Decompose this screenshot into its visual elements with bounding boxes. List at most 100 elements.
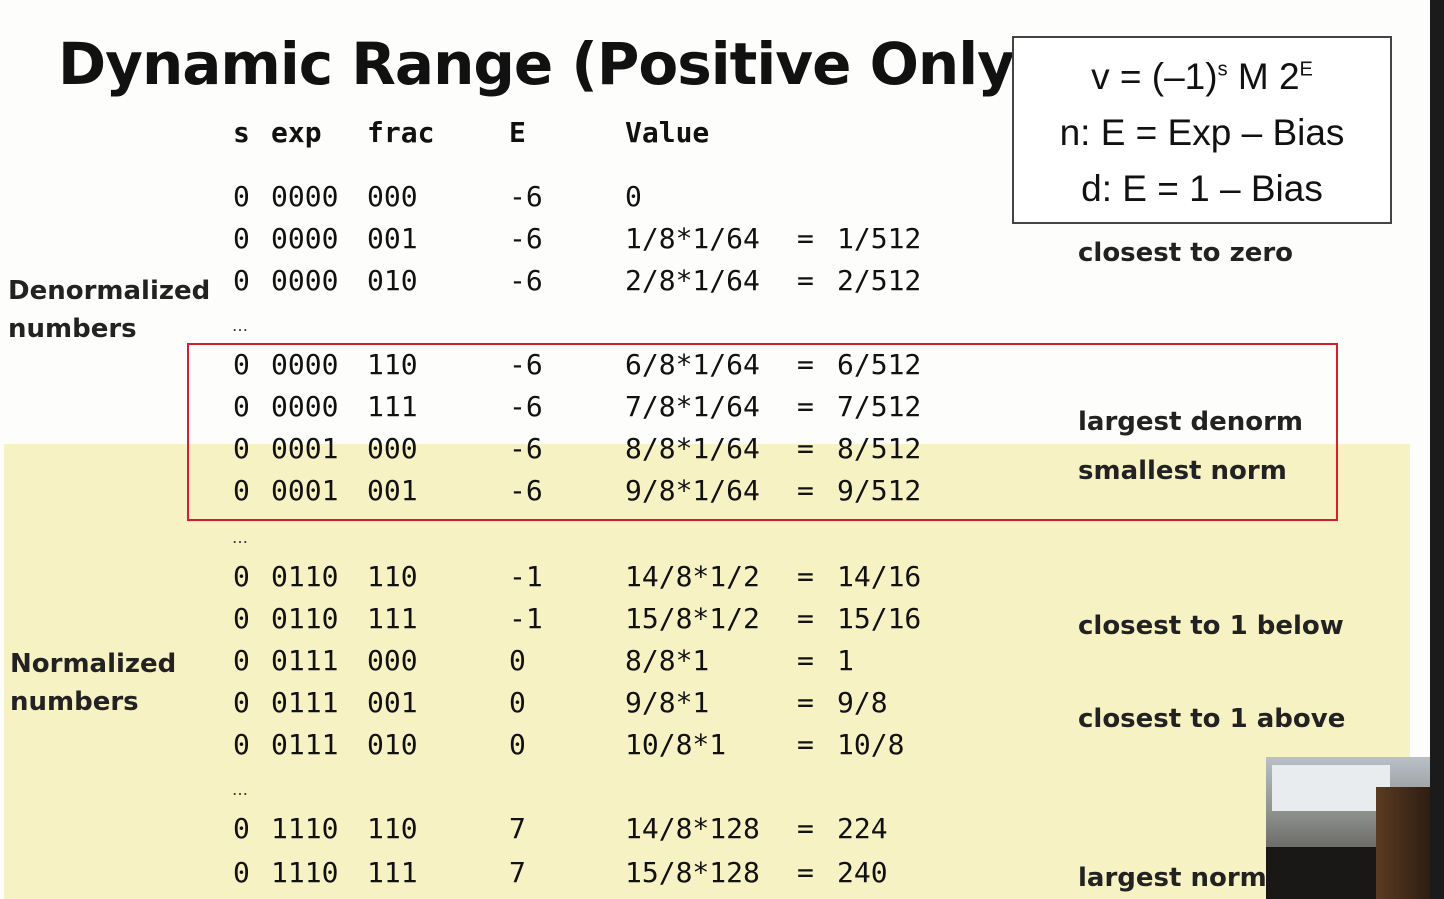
cell-E: -6 — [509, 432, 543, 465]
header-value: Value — [625, 116, 710, 149]
cell-frac: 001 — [367, 474, 418, 507]
cell-s: 0 — [233, 264, 250, 297]
cell-E: -6 — [509, 180, 543, 213]
ellipsis-2: … — [232, 528, 248, 547]
cell-s: 0 — [233, 180, 250, 213]
cell-E: -6 — [509, 222, 543, 255]
cell-exp: 0110 — [271, 560, 339, 593]
cell-frac: 010 — [367, 264, 418, 297]
cell-s: 0 — [233, 348, 250, 381]
cell-frac: 111 — [367, 856, 418, 889]
cell-eq: = — [797, 644, 814, 677]
cell-exp: 1110 — [271, 812, 339, 845]
cell-s: 0 — [233, 432, 250, 465]
denormalized-label-line2: numbers — [8, 314, 137, 344]
cell-frac: 001 — [367, 222, 418, 255]
video-floor — [1266, 847, 1376, 899]
cell-expr: 2/8*1/64 — [625, 264, 760, 297]
cell-res: 240 — [837, 856, 888, 889]
header-E: E — [509, 116, 526, 149]
cell-exp: 0000 — [271, 264, 339, 297]
cell-E: -1 — [509, 602, 543, 635]
cell-res: 7/512 — [837, 390, 922, 423]
formula-line-normalized: n: E = Exp – Bias — [1059, 112, 1345, 153]
formula-line-denormalized: d: E = 1 – Bias — [1081, 168, 1323, 209]
cell-res: 9/512 — [837, 474, 922, 507]
cell-exp: 0110 — [271, 602, 339, 635]
cell-frac: 000 — [367, 644, 418, 677]
cell-expr: 6/8*1/64 — [625, 348, 760, 381]
cell-expr: 9/8*1/64 — [625, 474, 760, 507]
cell-s: 0 — [233, 728, 250, 761]
cell-s: 0 — [233, 560, 250, 593]
cell-res: 6/512 — [837, 348, 922, 381]
cell-frac: 000 — [367, 432, 418, 465]
cell-exp: 0111 — [271, 686, 339, 719]
cell-res: 8/512 — [837, 432, 922, 465]
cell-frac: 110 — [367, 560, 418, 593]
cell-E: -6 — [509, 390, 543, 423]
cell-E: 7 — [509, 856, 526, 889]
cell-s: 0 — [233, 686, 250, 719]
cell-res: 10/8 — [837, 728, 905, 761]
cell-eq: = — [797, 264, 814, 297]
cell-E: -6 — [509, 348, 543, 381]
cell-expr: 9/8*1 — [625, 686, 710, 719]
header-frac: frac — [367, 116, 435, 149]
video-presenter — [1376, 787, 1430, 899]
formula-e-exponent: E — [1299, 58, 1313, 81]
normalized-label-line1: Normalized — [10, 649, 177, 679]
normalized-label-line2: numbers — [10, 687, 139, 717]
cell-expr: 1/8*1/64 — [625, 222, 760, 255]
ellipsis-1: … — [232, 316, 248, 335]
cell-eq: = — [797, 390, 814, 423]
cell-E: 0 — [509, 728, 526, 761]
note-closest-to-1-below: closest to 1 below — [1078, 611, 1344, 641]
cell-expr: 14/8*1/2 — [625, 560, 760, 593]
cell-eq: = — [797, 432, 814, 465]
cell-s: 0 — [233, 812, 250, 845]
cell-E: 7 — [509, 812, 526, 845]
cell-exp: 0000 — [271, 390, 339, 423]
cell-E: -6 — [509, 264, 543, 297]
note-largest-norm: largest norm — [1078, 863, 1267, 893]
cell-frac: 001 — [367, 686, 418, 719]
cell-exp: 0111 — [271, 644, 339, 677]
cell-res: 224 — [837, 812, 888, 845]
cell-s: 0 — [233, 602, 250, 635]
cell-exp: 1110 — [271, 856, 339, 889]
cell-frac: 010 — [367, 728, 418, 761]
cell-expr: 7/8*1/64 — [625, 390, 760, 423]
cell-exp: 0000 — [271, 222, 339, 255]
cell-res: 1/512 — [837, 222, 922, 255]
cell-eq: = — [797, 812, 814, 845]
cell-expr: 14/8*128 — [625, 812, 760, 845]
cell-res: 9/8 — [837, 686, 888, 719]
cell-eq: = — [797, 686, 814, 719]
boundary-highlight-box — [187, 343, 1338, 521]
cell-eq: = — [797, 560, 814, 593]
header-exp: exp — [271, 116, 322, 149]
formula-box: v = (–1)s M 2E n: E = Exp – Bias d: E = … — [1012, 36, 1392, 224]
cell-E: 0 — [509, 686, 526, 719]
cell-s: 0 — [233, 474, 250, 507]
note-largest-denorm: largest denorm — [1078, 407, 1304, 437]
note-smallest-norm: smallest norm — [1078, 456, 1287, 486]
cell-eq: = — [797, 348, 814, 381]
cell-eq: = — [797, 474, 814, 507]
header-s: s — [233, 116, 250, 149]
cell-E: -1 — [509, 560, 543, 593]
note-closest-to-1-above: closest to 1 above — [1078, 704, 1346, 734]
cell-exp: 0001 — [271, 474, 339, 507]
cell-res: 1 — [837, 644, 854, 677]
cell-expr: 15/8*128 — [625, 856, 760, 889]
cell-expr: 10/8*1 — [625, 728, 727, 761]
formula-sign-exponent: s — [1217, 58, 1228, 81]
cell-frac: 000 — [367, 180, 418, 213]
cell-res: 2/512 — [837, 264, 922, 297]
cell-frac: 111 — [367, 390, 418, 423]
cell-E: 0 — [509, 644, 526, 677]
cell-eq: = — [797, 222, 814, 255]
cell-s: 0 — [233, 644, 250, 677]
formula-m-part: M 2 — [1227, 56, 1300, 97]
